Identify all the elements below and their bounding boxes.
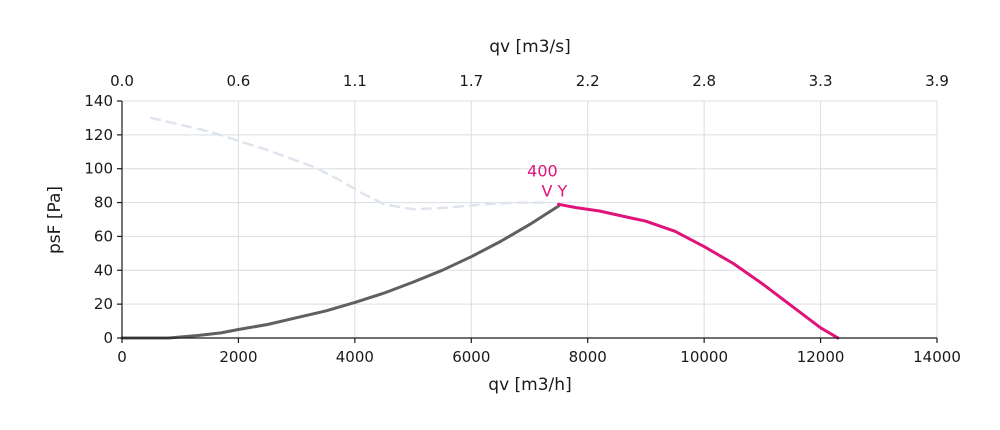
y-tick-label: 60 xyxy=(94,227,113,245)
series-line-3 xyxy=(557,202,840,340)
y-tick-label: 40 xyxy=(94,261,113,279)
series-line-1 xyxy=(149,116,549,211)
x-tick-label: 12000 xyxy=(797,348,845,366)
x-axis-title: qv [m3/h] xyxy=(488,375,571,395)
annotation-line-1: 400 xyxy=(527,162,558,181)
x2-tick-label: 3.3 xyxy=(809,72,833,90)
y-tick-label: 80 xyxy=(94,194,113,212)
axes xyxy=(121,101,937,339)
x2-tick-label: 2.2 xyxy=(576,72,600,90)
grid xyxy=(122,100,938,338)
x2-tick-label: 1.7 xyxy=(459,72,483,90)
x2-tick-label: 0.0 xyxy=(110,72,134,90)
x2-tick-label: 3.9 xyxy=(925,72,949,90)
x2-tick-label: 2.8 xyxy=(692,72,716,90)
x-tick-label: 14000 xyxy=(913,348,961,366)
y-tick-label: 0 xyxy=(103,329,113,347)
series-line-2 xyxy=(120,204,561,340)
x-tick-label: 4000 xyxy=(336,348,374,366)
x2-tick-label: 0.6 xyxy=(226,72,250,90)
x-tick-label: 2000 xyxy=(219,348,257,366)
series-group xyxy=(120,116,840,340)
annotation-line-2: V Y xyxy=(542,182,568,201)
y-axis-title: psF [Pa] xyxy=(45,186,65,254)
y-tick-label: 20 xyxy=(94,295,113,313)
y-tick-label: 140 xyxy=(84,92,113,110)
x-tick-label: 6000 xyxy=(452,348,490,366)
y-tick-label: 100 xyxy=(84,160,113,178)
x-tick-label: 10000 xyxy=(680,348,728,366)
x-tick-label: 0 xyxy=(117,348,127,366)
y-tick-label: 120 xyxy=(84,126,113,144)
x2-axis-title: qv [m3/s] xyxy=(489,37,570,57)
x-tick-label: 8000 xyxy=(569,348,607,366)
x2-tick-label: 1.1 xyxy=(343,72,367,90)
